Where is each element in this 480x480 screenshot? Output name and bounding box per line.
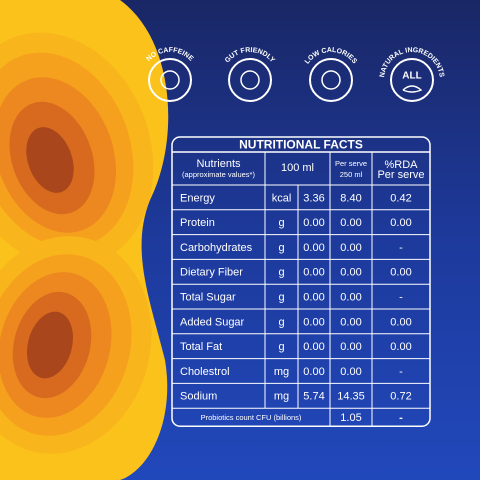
swirl: [0, 0, 169, 480]
row-cell: 0.00: [340, 316, 361, 328]
badge-circle: [390, 58, 434, 102]
row-cell: 0.42: [390, 192, 411, 204]
row-cell: kcal: [272, 192, 292, 204]
header-cell: 100 ml: [281, 162, 314, 174]
row-cell: 0.00: [303, 316, 324, 328]
row-cell: 0.00: [303, 267, 324, 279]
row-cell: 0.00: [390, 217, 411, 229]
header-cell: %RDA: [384, 159, 418, 171]
row-label: Sodium: [180, 391, 217, 403]
row-label: Cholestrol: [180, 366, 230, 378]
row-label: Protein: [180, 217, 215, 229]
row-cell: 14.35: [337, 391, 365, 403]
table-border: [171, 136, 431, 427]
badge-icon: [240, 70, 260, 90]
row-cell: g: [278, 292, 284, 304]
row-cell: g: [278, 341, 284, 353]
row-cell: g: [278, 316, 284, 328]
row-cell: g: [278, 267, 284, 279]
table-title: NUTRITIONAL FACTS: [239, 138, 363, 152]
row-cell: 0.00: [340, 242, 361, 254]
row-cell: -: [399, 292, 403, 304]
row-cell: mg: [274, 391, 289, 403]
header-note: 250 ml: [340, 170, 363, 179]
row-cell: 0.00: [303, 242, 324, 254]
row-cell: g: [278, 242, 284, 254]
footer-cell: -: [399, 412, 403, 424]
header-note: Per serve: [335, 159, 367, 168]
row-label: Total Fat: [180, 341, 222, 353]
row-cell: 0.00: [303, 217, 324, 229]
badge-icon: [160, 70, 180, 90]
leaf-icon: [402, 85, 423, 93]
row-cell: 0.72: [390, 391, 411, 403]
row-cell: 0.00: [390, 341, 411, 353]
footer-label: Probiotics count CFU (billions): [201, 413, 302, 422]
row-cell: 0.00: [303, 341, 324, 353]
badge-circle: [148, 58, 192, 102]
badge-icon: [321, 70, 341, 90]
row-label: Total Sugar: [180, 292, 236, 304]
row-cell: 8.40: [340, 192, 361, 204]
row-cell: 0.00: [340, 292, 361, 304]
row-label: Dietary Fiber: [180, 267, 243, 279]
nutrition-table: NUTRITIONAL FACTS Nutrients(approximate v…: [171, 136, 431, 427]
footer-cell: 1.05: [340, 412, 361, 424]
row-cell: 0.00: [340, 267, 361, 279]
badge-circle: [309, 58, 353, 102]
row-label: Carbohydrates: [180, 242, 253, 254]
row-cell: -: [399, 242, 403, 254]
badge-icon-text: ALL: [402, 71, 421, 82]
row-cell: 3.36: [303, 192, 324, 204]
row-cell: mg: [274, 366, 289, 378]
row-cell: -: [399, 366, 403, 378]
row-label: Energy: [180, 192, 215, 204]
row-label: Added Sugar: [180, 316, 245, 328]
header-note: (approximate values*): [182, 170, 255, 179]
row-cell: 0.00: [303, 292, 324, 304]
row-cell: 0.00: [340, 217, 361, 229]
row-cell: 0.00: [390, 267, 411, 279]
row-cell: 0.00: [340, 341, 361, 353]
row-cell: 0.00: [303, 366, 324, 378]
row-cell: 0.00: [390, 316, 411, 328]
header-cell: Nutrients: [196, 158, 241, 170]
row-cell: 0.00: [340, 366, 361, 378]
badge-circle: [228, 58, 272, 102]
row-cell: 5.74: [303, 391, 324, 403]
row-cell: g: [278, 217, 284, 229]
header-cell: Per serve: [377, 169, 424, 181]
